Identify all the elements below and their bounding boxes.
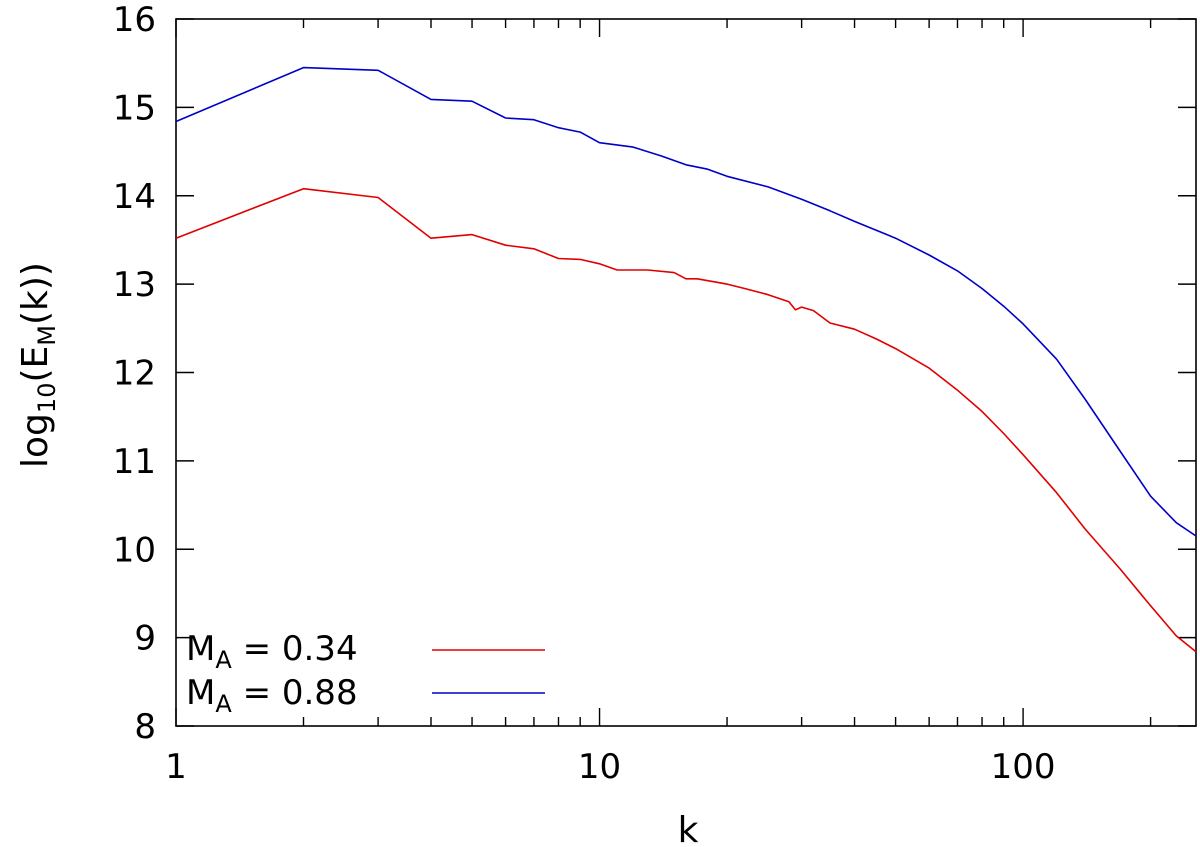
plot-border <box>175 18 1197 727</box>
ticks <box>175 18 1196 727</box>
x-tick-label: 1 <box>165 747 187 787</box>
y-tick-label: 13 <box>113 265 156 305</box>
y-tick-label: 11 <box>113 442 156 482</box>
y-tick-label: 15 <box>113 88 156 128</box>
y-axis-label: log10(EM(k)) <box>15 262 61 468</box>
x-tick-label: 100 <box>991 747 1056 787</box>
y-tick-label: 12 <box>113 354 156 394</box>
series-line-2 <box>175 66 1197 537</box>
y-tick-label: 14 <box>113 177 156 217</box>
y-tick-label: 10 <box>113 530 156 570</box>
y-tick-label: 8 <box>134 707 156 747</box>
legend-label-series-1: MA = 0.34 <box>186 629 358 674</box>
plot-frame <box>175 18 1197 727</box>
series-lines <box>175 66 1197 653</box>
legend-label-series-2: MA = 0.88 <box>186 673 358 718</box>
x-axis-label: k <box>678 810 699 847</box>
series-line-1 <box>175 187 1197 653</box>
y-tick-label: 9 <box>134 619 156 659</box>
x-tick-label: 10 <box>578 747 621 787</box>
legend: MA = 0.34 MA = 0.88 <box>186 629 545 718</box>
tick-labels: 8 9 10 11 12 13 14 15 16 1 10 100 <box>113 0 1056 787</box>
y-tick-label: 16 <box>113 0 156 40</box>
